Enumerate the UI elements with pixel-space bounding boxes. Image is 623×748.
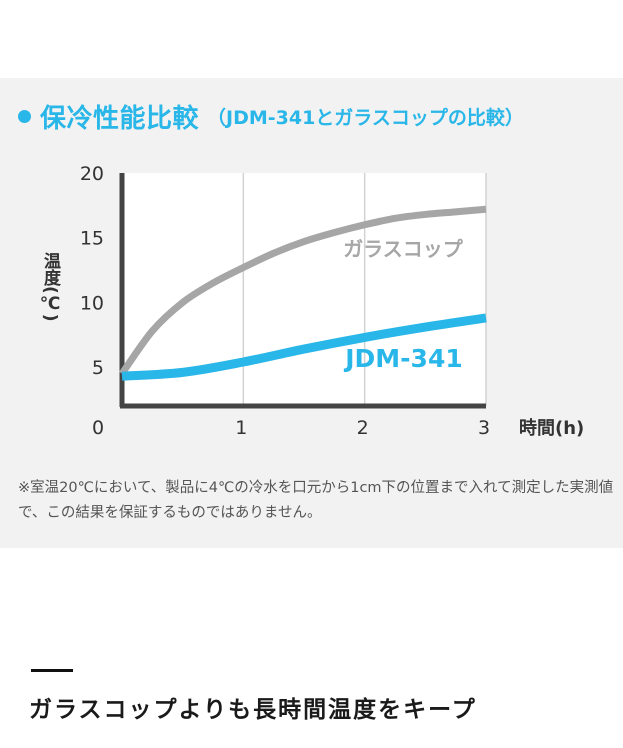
x-axis-label: 時間(h) [519, 418, 584, 439]
x-tick-label: 0 [92, 417, 104, 439]
series-line-glass-cup [119, 205, 487, 376]
page-title: 保冷性能比較 [40, 103, 200, 134]
cooling-chart: 20 15 10 5 0 1 2 3 時間(h) 温度(℃) ガラスコップ JDM-341 [40, 163, 584, 439]
series-line-jdm-341 [121, 313, 487, 381]
y-tick-label: 10 [80, 292, 104, 314]
y-tick-label: 15 [80, 228, 104, 250]
x-tick-label: 2 [357, 417, 369, 439]
y-axis-label: 温度(℃) [40, 252, 61, 322]
measurement-note: ※室温20℃において、製品に4℃の冷水を口元から1cm下の位置まで入れて測定した… [18, 480, 614, 521]
tagline: ガラスコップよりも長時間温度をキープ [29, 697, 477, 723]
section-heading: 保冷性能比較 （JDM-341とガラスコップの比較） [18, 96, 524, 136]
series-label-jdm-341: JDM-341 [343, 344, 463, 373]
series-label-glass-cup: ガラスコップ [343, 237, 464, 261]
tagline-rule [31, 669, 73, 672]
page-subtitle: （JDM-341とガラスコップの比較） [207, 106, 524, 129]
y-tick-label: 5 [92, 357, 104, 379]
bullet-dot-icon [18, 109, 31, 123]
y-tick-label: 20 [80, 163, 104, 185]
x-tick-label: 1 [235, 417, 247, 439]
x-tick-label: 3 [478, 417, 490, 439]
